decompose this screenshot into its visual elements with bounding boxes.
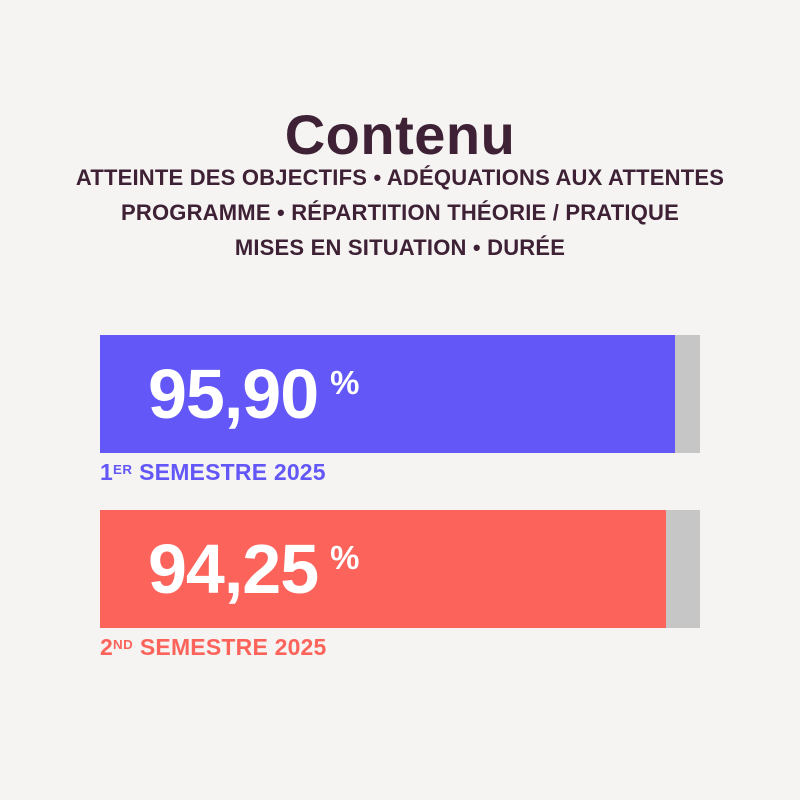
bar-value-group: 94,25 % [148,534,360,604]
percent-sign: % [330,539,360,576]
bar-value-group: 95,90 % [148,359,360,429]
subtitle-line-1: ATTEINTE DES OBJECTIFS • ADÉQUATIONS AUX… [75,165,725,190]
bar-label-semester-2: 2ND SEMESTRE 2025 [100,634,327,661]
bar-fill-semester-2: 94,25 % [100,510,666,628]
percent-sign: % [330,364,360,401]
label-ordinal: ER [113,462,133,477]
bar-label-semester-1: 1ER SEMESTRE 2025 [100,459,326,486]
label-number: 1 [100,459,113,485]
bar-value-semester-2: 94,25 [148,530,319,608]
label-number: 2 [100,634,113,660]
subtitle-line-2: PROGRAMME • RÉPARTITION THÉORIE / PRATIQ… [121,200,679,225]
page-title: Contenu [284,102,516,166]
bar-track-semester-2: 94,25 % [100,510,700,628]
bar-track-semester-1: 95,90 % [100,335,700,453]
label-text: SEMESTRE 2025 [139,459,326,485]
bar-fill-semester-1: 95,90 % [100,335,676,453]
subtitle: ATTEINTE DES OBJECTIFS • ADÉQUATIONS AUX… [0,160,800,265]
bar-value-semester-1: 95,90 [148,355,319,433]
label-ordinal: ND [113,637,134,652]
subtitle-line-3: MISES EN SITUATION • DURÉE [234,235,566,260]
label-text: SEMESTRE 2025 [139,634,327,660]
